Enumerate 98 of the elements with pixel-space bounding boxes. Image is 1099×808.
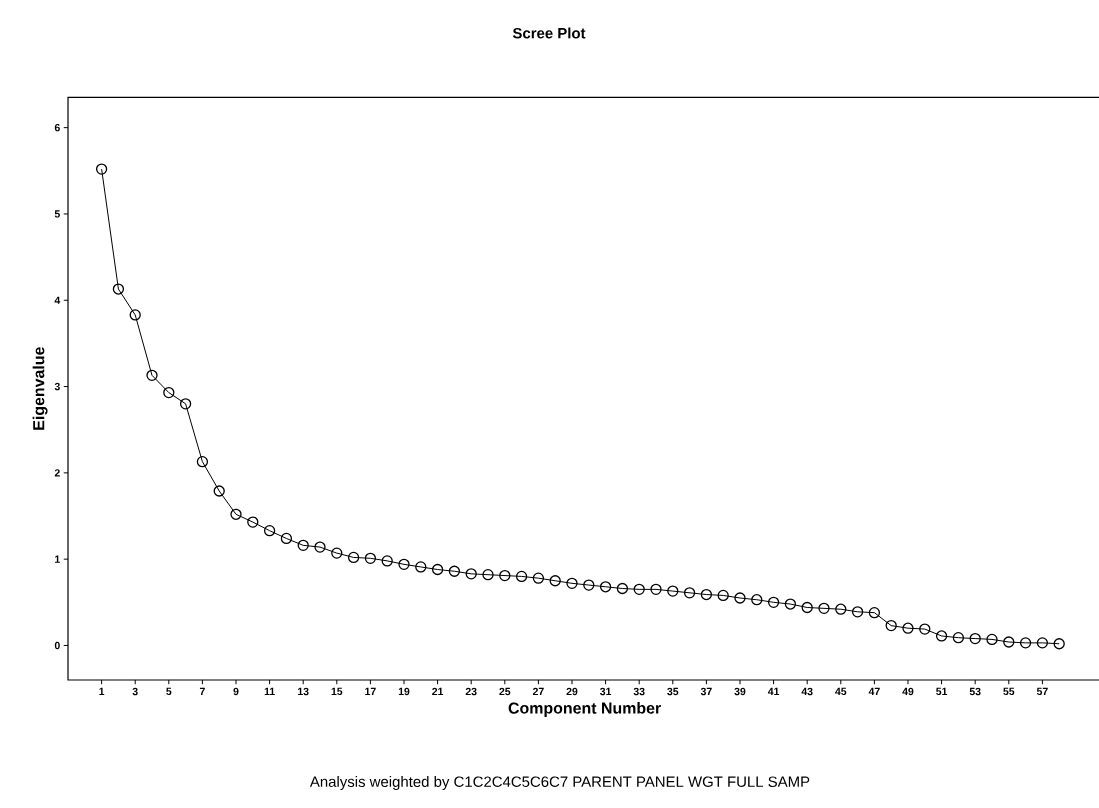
point: [1053, 638, 1065, 650]
point: [532, 572, 545, 584]
point: [331, 547, 343, 559]
point: [1036, 637, 1049, 649]
x-tick-label: 7: [199, 687, 205, 695]
x-tick-label: 37: [700, 687, 712, 696]
point: [381, 555, 393, 567]
point: [415, 561, 427, 573]
x-tick-label: 35: [667, 687, 679, 696]
point: [633, 583, 645, 596]
point: [448, 565, 461, 577]
x-tick-label: 5: [166, 687, 172, 696]
x-tick-label: 11: [264, 687, 275, 695]
point: [801, 601, 813, 614]
y-tick-label: 5: [54, 210, 60, 218]
point: [952, 632, 965, 644]
point: [751, 594, 763, 606]
point: [515, 570, 528, 583]
x-tick-label: 43: [801, 687, 813, 696]
point: [667, 585, 679, 597]
x-tick-label: 13: [298, 687, 309, 696]
point: [465, 568, 477, 580]
x-tick-label: 33: [633, 687, 645, 696]
point: [599, 581, 612, 593]
x-tick-label: 31: [600, 687, 612, 696]
point: [818, 602, 830, 615]
x-tick-label: 15: [331, 687, 343, 696]
point: [969, 632, 981, 645]
x-tick-label: 21: [432, 687, 444, 696]
point: [700, 588, 713, 601]
point: [851, 606, 864, 618]
point: [146, 369, 158, 381]
point: [1019, 637, 1032, 649]
y-tick-label: 2: [54, 469, 60, 477]
x-tick-label: 23: [465, 687, 477, 696]
point: [683, 587, 696, 599]
point: [935, 630, 948, 642]
point: [868, 607, 881, 619]
point: [297, 539, 309, 552]
point: [784, 598, 797, 610]
point: [616, 582, 629, 595]
x-tick-label: 53: [969, 687, 981, 696]
x-tick-label: 27: [532, 687, 544, 696]
point: [247, 516, 259, 528]
point: [549, 575, 561, 587]
point: [364, 552, 377, 564]
point: [230, 508, 242, 520]
point: [986, 633, 998, 646]
point: [566, 577, 578, 589]
point: [314, 541, 326, 553]
x-tick-label: 3: [132, 687, 138, 696]
point: [347, 551, 360, 564]
chart-title: Scree Plot: [512, 27, 586, 39]
x-tick-label: 9: [233, 687, 239, 696]
point: [650, 583, 662, 596]
point: [431, 563, 444, 576]
point: [499, 569, 511, 582]
x-tick-label: 39: [734, 687, 746, 696]
x-tick-label: 51: [936, 687, 948, 696]
y-tick-label: 0: [54, 641, 60, 650]
point: [482, 569, 494, 581]
x-tick-label: 1: [99, 687, 105, 695]
point: [734, 592, 746, 604]
point: [129, 309, 141, 321]
y-tick-label: 1: [55, 555, 60, 563]
y-axis-title: Eigenvalue: [32, 347, 48, 430]
text: Analysis weighted by C1C2C4C5C6C7 PARENT PANEL WGT FULL SAMP: [309, 776, 810, 790]
point: [280, 532, 293, 545]
point: [398, 558, 410, 570]
y-tick-label: 4: [54, 296, 61, 304]
x-tick-label: 17: [365, 687, 376, 695]
point: [919, 623, 931, 635]
point: [835, 603, 847, 615]
x-tick-label: 29: [566, 687, 578, 696]
y-tick-label: 6: [54, 123, 60, 132]
x-axis-title: Component Number: [508, 702, 661, 717]
point: [163, 386, 175, 399]
x-tick-label: 19: [398, 687, 410, 696]
point: [885, 619, 897, 632]
point: [196, 455, 209, 468]
point: [717, 589, 729, 602]
x-tick-label: 49: [902, 687, 914, 696]
point: [179, 398, 192, 410]
x-tick-label: 55: [1003, 687, 1015, 696]
point: [767, 596, 780, 608]
point: [95, 163, 108, 175]
x-tick-label: 25: [499, 687, 511, 696]
point: [1003, 636, 1015, 648]
x-tick-label: 57: [1036, 687, 1048, 696]
y-tick-label: 3: [54, 382, 60, 391]
point: [112, 283, 125, 295]
point: [263, 525, 276, 537]
x-tick-label: 45: [835, 687, 847, 696]
x-tick-label: 41: [767, 687, 780, 695]
point: [583, 579, 595, 591]
point: [213, 485, 225, 497]
point: [902, 622, 914, 634]
x-tick-label: 47: [868, 687, 880, 695]
